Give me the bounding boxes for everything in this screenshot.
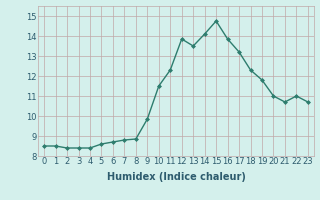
- X-axis label: Humidex (Indice chaleur): Humidex (Indice chaleur): [107, 172, 245, 182]
